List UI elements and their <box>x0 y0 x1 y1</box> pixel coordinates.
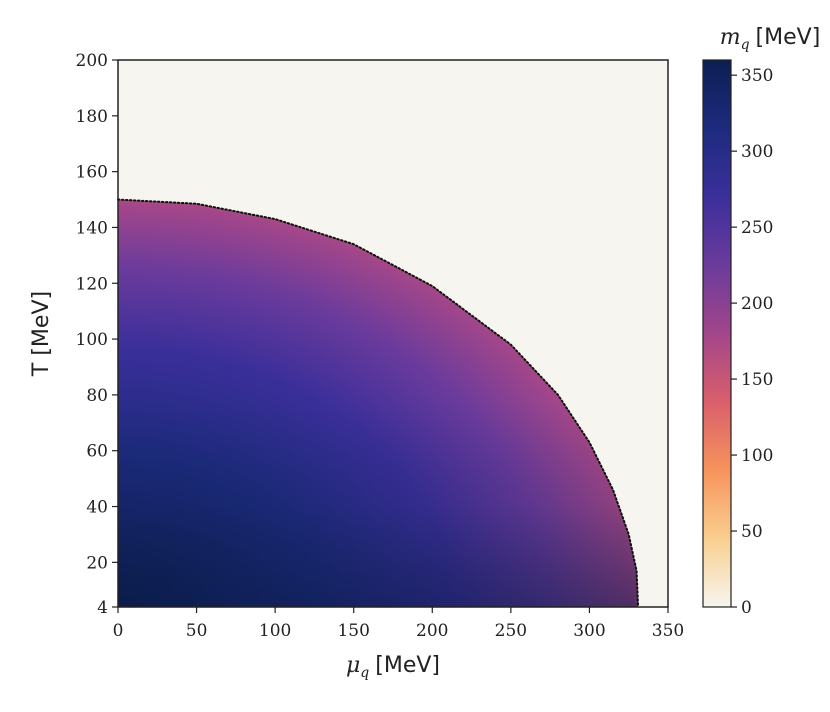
y-tick-label: 180 <box>76 107 108 127</box>
x-tick-label: 50 <box>186 621 208 641</box>
plot-frame <box>117 59 669 608</box>
y-tick-label: 20 <box>86 553 108 573</box>
x-axis-label-subscript: q <box>360 665 369 681</box>
x-tick-label: 150 <box>337 621 369 641</box>
y-tick-label: 80 <box>86 386 108 406</box>
colorbar-label: mq [MeV] <box>720 25 821 53</box>
x-tick-label: 200 <box>416 621 448 641</box>
x-axis-label-symbol: μ <box>346 653 360 678</box>
phase-boundary-line <box>117 198 640 608</box>
x-tick-label: 100 <box>259 621 291 641</box>
colorbar: 0 50 100 150 200 250 300 350 mq [MeV] <box>702 25 821 618</box>
x-tick-label: 250 <box>495 621 527 641</box>
colorbar-label-subscript: q <box>741 37 750 53</box>
x-axis-label: μq [MeV] <box>346 653 440 681</box>
heatmap-low-t-shading <box>118 199 639 607</box>
colorbar-bar <box>702 59 732 608</box>
y-axis-label: T [MeV] <box>29 291 54 377</box>
colorbar-tick-label: 0 <box>741 598 752 618</box>
y-tick-label: 4 <box>97 598 108 618</box>
y-tick-label: 140 <box>76 218 108 238</box>
colorbar-ticks: 0 50 100 150 200 250 300 350 <box>731 66 773 618</box>
y-axis-ticks: 4 20 40 60 80 100 120 140 160 180 200 <box>76 51 118 618</box>
x-axis-label-unit: [MeV] <box>375 653 440 678</box>
x-tick-label: 300 <box>573 621 605 641</box>
colorbar-label-symbol: m <box>720 25 741 50</box>
colorbar-tick-label: 200 <box>741 294 773 314</box>
colorbar-tick-label: 250 <box>741 218 773 238</box>
plot-area <box>117 59 669 608</box>
y-tick-label: 60 <box>86 442 108 462</box>
colorbar-tick-label: 100 <box>741 446 773 466</box>
x-tick-label: 0 <box>113 621 124 641</box>
colorbar-tick-label: 50 <box>741 522 763 542</box>
colorbar-label-unit: [MeV] <box>756 25 821 50</box>
colorbar-tick-label: 300 <box>741 142 773 162</box>
x-tick-label: 350 <box>652 621 684 641</box>
y-tick-label: 100 <box>76 330 108 350</box>
x-axis-ticks: 0 50 100 150 200 250 300 350 <box>113 607 684 641</box>
colorbar-tick-label: 350 <box>741 66 773 86</box>
y-tick-label: 40 <box>86 498 108 518</box>
y-tick-label: 120 <box>76 274 108 294</box>
y-tick-label: 160 <box>76 163 108 183</box>
y-tick-label: 200 <box>76 51 108 71</box>
colorbar-tick-label: 150 <box>741 370 773 390</box>
